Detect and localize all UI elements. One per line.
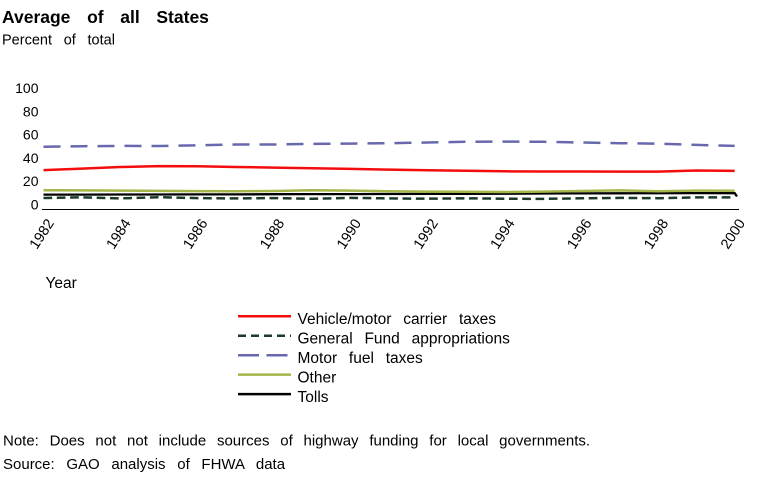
- svg-text:0: 0: [31, 197, 39, 213]
- svg-text:General Fund appropriations: General Fund appropriations: [298, 331, 511, 348]
- svg-text:Year: Year: [46, 275, 77, 292]
- svg-text:Average of all States: Average of all States: [2, 7, 209, 27]
- svg-text:Percent of total: Percent of total: [2, 33, 115, 49]
- svg-text:Motor fuel taxes: Motor fuel taxes: [298, 350, 424, 367]
- svg-text:Vehicle/motor carrier taxes: Vehicle/motor carrier taxes: [298, 311, 497, 328]
- svg-text:40: 40: [23, 150, 39, 166]
- svg-text:Other: Other: [298, 369, 337, 386]
- svg-text:20: 20: [23, 173, 39, 189]
- svg-text:Tolls: Tolls: [298, 389, 329, 406]
- svg-text:Source: GAO analysis of FHWA d: Source: GAO analysis of FHWA data: [3, 456, 286, 473]
- svg-text:100: 100: [15, 80, 39, 96]
- svg-text:Note: Does not not include sou: Note: Does not not include sources of hi…: [3, 433, 590, 450]
- svg-text:80: 80: [23, 103, 39, 119]
- svg-text:60: 60: [23, 127, 39, 143]
